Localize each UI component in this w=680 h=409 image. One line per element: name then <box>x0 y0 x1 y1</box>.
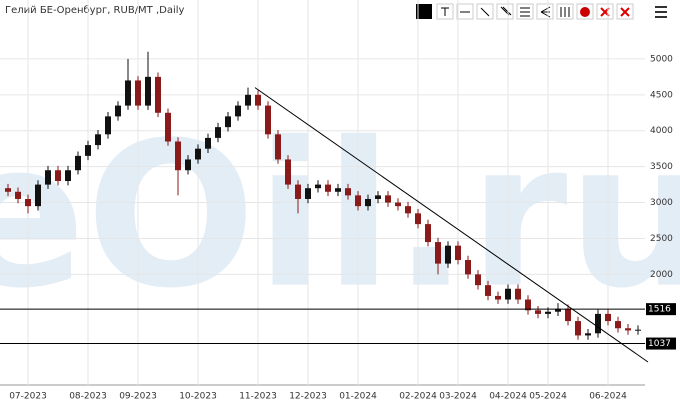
candle-body <box>515 288 521 300</box>
candle-body <box>365 198 371 207</box>
toolbar <box>416 3 667 20</box>
candle-body <box>85 145 91 156</box>
candle-body <box>445 245 451 264</box>
x-tick-label: 11-2023 <box>239 392 277 402</box>
candle-body <box>485 285 491 296</box>
candle-body <box>255 94 261 106</box>
candle-body <box>585 333 591 336</box>
candle-body <box>385 195 391 203</box>
candle-body <box>265 105 271 135</box>
candle-body <box>205 137 211 149</box>
candle-body <box>375 195 381 199</box>
candle-body <box>5 188 11 192</box>
candle-body <box>195 148 201 160</box>
menu[interactable] <box>655 6 667 18</box>
candle-body <box>505 288 511 300</box>
candle-body <box>175 141 181 171</box>
candle-body <box>495 295 501 300</box>
x-tick-label: 06-2024 <box>589 392 627 402</box>
candle-body <box>15 191 21 199</box>
x-tick-label: 10-2023 <box>179 392 217 402</box>
candle-body <box>235 105 241 117</box>
x-tick-label: 08-2023 <box>69 392 107 402</box>
candle-body <box>405 206 411 214</box>
candle-body <box>135 80 141 106</box>
candle-body <box>285 159 291 185</box>
level-label: 1037 <box>648 339 671 349</box>
candle-body <box>165 112 171 142</box>
candle-body <box>65 170 71 182</box>
candle-body <box>395 202 401 207</box>
trendline <box>254 87 649 363</box>
y-tick-label: 5000 <box>650 54 673 64</box>
y-tick-label: 4500 <box>650 90 673 100</box>
candle-body <box>535 310 541 314</box>
candle-body <box>565 308 571 322</box>
candle-body <box>345 188 351 196</box>
candle-body <box>55 170 61 182</box>
x-tick-label: 05-2024 <box>529 392 567 402</box>
candle-body <box>605 313 611 322</box>
candle-body <box>215 127 221 138</box>
candle-body <box>45 170 51 185</box>
y-tick-label: 3500 <box>650 162 673 172</box>
candle-body <box>145 76 151 106</box>
candle-body <box>615 321 621 329</box>
candle-body <box>555 308 561 312</box>
candle-body <box>355 195 361 207</box>
candle-body <box>335 188 341 192</box>
watermark: eOil.ru <box>0 100 680 333</box>
candle-body <box>155 76 161 113</box>
candle-body <box>575 321 581 336</box>
candle-body <box>225 116 231 128</box>
candle-body <box>305 188 311 199</box>
candle-body <box>455 245 461 261</box>
candle-body <box>315 184 321 189</box>
x-tick-label: 12-2023 <box>289 392 327 402</box>
level-tag <box>646 337 676 350</box>
level-tag <box>646 303 676 316</box>
candle-body <box>475 274 481 286</box>
y-tick-label: 4000 <box>650 126 673 136</box>
candle-body <box>95 134 101 146</box>
candle-body <box>25 198 31 207</box>
candle-body <box>595 313 601 334</box>
chart-title: Гелий БЕ-Оренбург, RUB/MT ,Daily <box>5 5 185 16</box>
x-tick-label: 03-2024 <box>439 392 477 402</box>
candle-body <box>625 328 631 331</box>
x-tick-label: 02-2024 <box>399 392 437 402</box>
candle-body <box>35 184 41 207</box>
y-tick-label: 3000 <box>650 198 673 208</box>
x-tick-label: 07-2023 <box>9 392 47 402</box>
candle-body <box>525 299 531 311</box>
candle-body <box>465 260 471 275</box>
candle-body <box>295 184 301 199</box>
candle-body <box>275 134 281 160</box>
x-tick-label: 04-2024 <box>489 392 527 402</box>
x-tick-label: 09-2023 <box>119 392 157 402</box>
candle-body <box>325 184 331 192</box>
candle-body <box>635 329 641 331</box>
candle-body <box>245 94 251 106</box>
y-tick-label: 2000 <box>650 270 673 280</box>
candle-body <box>75 155 81 171</box>
level-label: 1516 <box>648 305 671 315</box>
tool-color[interactable] <box>416 4 432 19</box>
candle-body <box>105 116 111 135</box>
y-tick-label: 2500 <box>650 234 673 244</box>
candle-body <box>415 213 421 225</box>
candle-body <box>115 105 121 117</box>
candle-body <box>425 224 431 243</box>
x-tick-label: 01-2024 <box>339 392 377 402</box>
candle-body <box>185 159 191 171</box>
candle-body <box>545 311 551 314</box>
candle-body <box>125 80 131 106</box>
candle-body <box>435 242 441 264</box>
